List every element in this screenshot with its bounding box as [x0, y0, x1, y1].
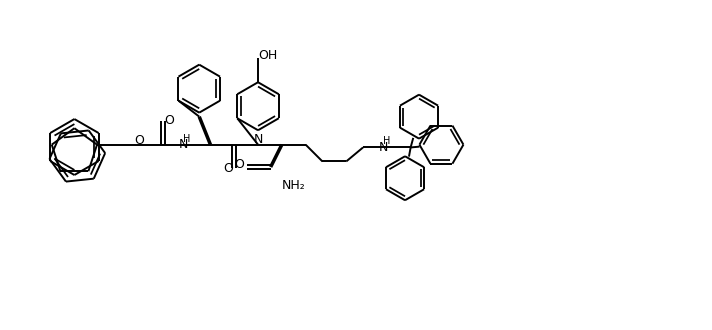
Text: O: O: [224, 162, 233, 175]
Text: H: H: [183, 134, 190, 144]
Text: OH: OH: [258, 49, 278, 62]
Text: H: H: [383, 136, 390, 147]
Text: O: O: [234, 157, 244, 171]
Text: N: N: [179, 138, 188, 151]
Text: O: O: [134, 134, 144, 147]
Text: O: O: [164, 115, 174, 127]
Text: N: N: [379, 141, 389, 154]
Text: N: N: [253, 133, 263, 146]
Text: NH₂: NH₂: [282, 179, 306, 192]
